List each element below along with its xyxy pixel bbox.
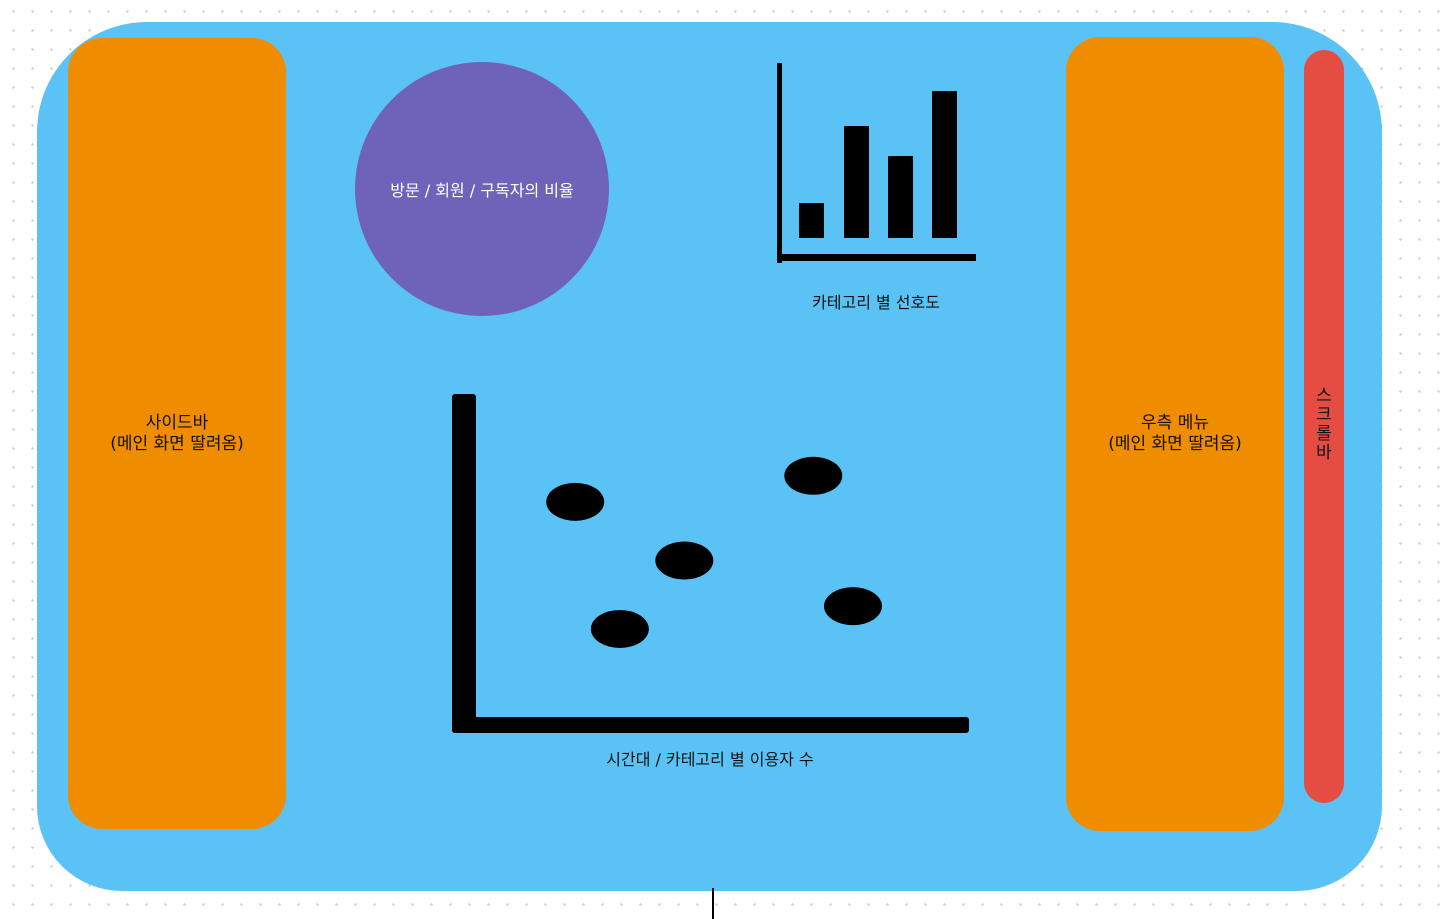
scatter-x-axis	[452, 717, 969, 733]
bar-chart-caption: 카테고리 별 선호도	[812, 293, 940, 312]
right-menu-label: 우측 메뉴 (메인 화면 딸려옴)	[1108, 413, 1242, 454]
scatter-point-1	[546, 482, 605, 521]
scatter-y-axis	[452, 394, 476, 733]
sidebar-panel: 사이드바 (메인 화면 딸려옴)	[68, 38, 286, 829]
scatter-point-3	[655, 541, 714, 580]
scatter-point-4	[784, 456, 843, 495]
ratio-label: 방문 / 회원 / 구독자의 비율	[390, 181, 574, 200]
bar-3	[888, 156, 913, 238]
bar-chart-y-axis	[777, 63, 782, 263]
scatter-chart-caption: 시간대 / 카테고리 별 이용자 수	[606, 750, 814, 769]
category-preference-bar-chart	[777, 63, 976, 263]
bar-4	[932, 91, 957, 238]
right-menu-panel: 우측 메뉴 (메인 화면 딸려옴)	[1066, 37, 1284, 831]
bar-2	[844, 126, 869, 238]
ratio-pie-placeholder: 방문 / 회원 / 구독자의 비율	[355, 62, 609, 316]
users-by-time-scatter-chart	[452, 394, 969, 733]
connector-line	[712, 888, 714, 919]
scatter-point-2	[590, 609, 649, 648]
sidebar-label: 사이드바 (메인 화면 딸려옴)	[110, 412, 244, 454]
bar-chart-x-axis	[777, 254, 976, 261]
scatter-point-5	[823, 587, 882, 626]
bar-1	[799, 203, 824, 238]
